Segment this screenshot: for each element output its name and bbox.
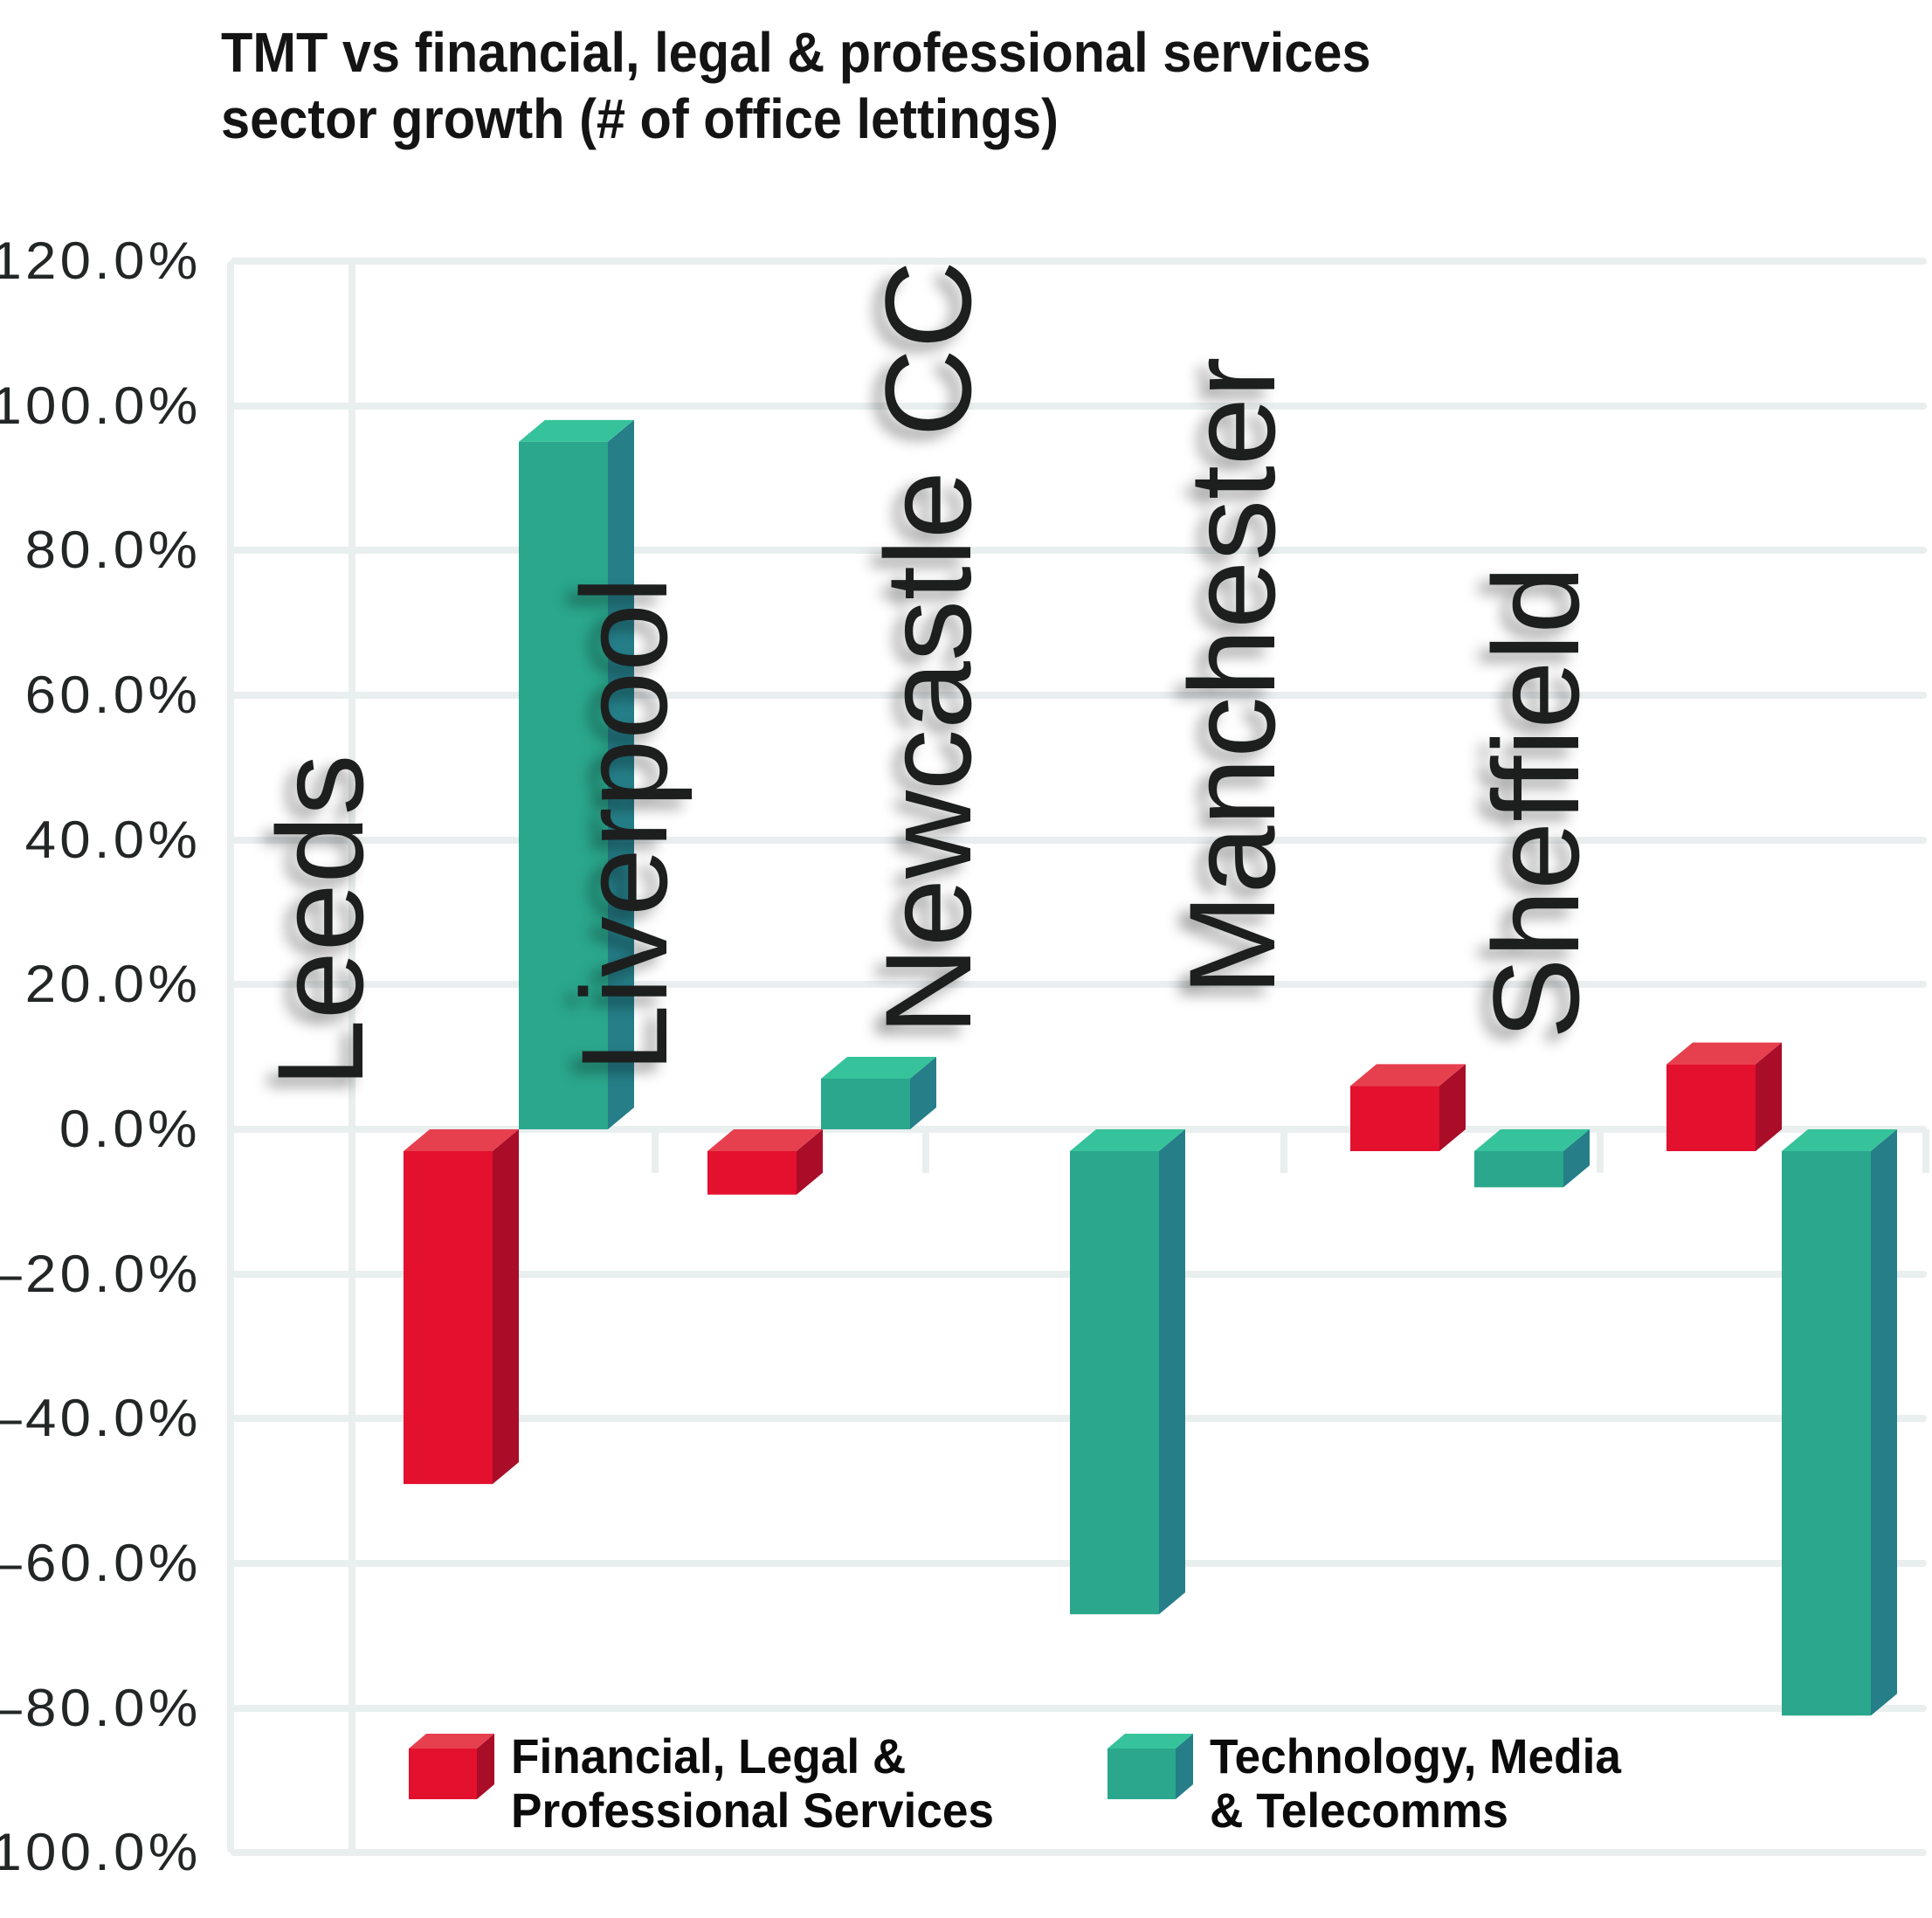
legend-label-line1: Technology, Media	[1210, 1728, 1621, 1783]
bar-flp-sheffield-side	[1756, 1042, 1782, 1151]
gridline-horizontal	[231, 258, 1927, 265]
bar-flp-leeds-top	[404, 1129, 519, 1151]
legend-swatch-face	[409, 1749, 477, 1799]
axis-tick	[922, 1129, 929, 1173]
bar-tmt-sheffield-side	[1871, 1129, 1897, 1716]
gridline-horizontal	[231, 1705, 1927, 1712]
legend-swatch-flp-icon	[409, 1734, 494, 1799]
bar-tmt-newcastle-cc-front	[1070, 1151, 1159, 1615]
gridline-horizontal	[231, 403, 1927, 410]
gridline-horizontal	[231, 1126, 1927, 1133]
gridline-horizontal	[231, 1849, 1927, 1856]
legend-label-line1: Financial, Legal &	[511, 1728, 907, 1783]
chart-title-line1: TMT vs financial, legal & professional s…	[221, 21, 1371, 84]
axis-tick	[1597, 1129, 1604, 1173]
axis-tick	[1280, 1129, 1287, 1173]
bar-flp-liverpool-front	[707, 1151, 797, 1195]
y-tick-label: 100.0%	[0, 376, 201, 435]
bar-flp-manchester-top	[1350, 1064, 1466, 1087]
axis-tick	[1922, 1129, 1929, 1173]
bar-tmt-leeds-top	[519, 419, 634, 442]
gridline-horizontal	[231, 692, 1927, 699]
bar-flp-liverpool-top	[707, 1129, 823, 1151]
bar-tmt-leeds-side	[608, 419, 634, 1129]
category-label-sheffield: Sheffield	[1467, 565, 1604, 1039]
legend-label-line2: Professional Services	[511, 1783, 994, 1838]
legend-label-line2: & Telecomms	[1210, 1783, 1508, 1838]
legend-swatch-face	[477, 1734, 494, 1799]
bar-tmt-manchester-side	[1563, 1129, 1590, 1188]
legend-swatch-face	[1107, 1734, 1193, 1749]
category-label-liverpool: Liverpool	[555, 576, 693, 1073]
bar-tmt-newcastle-cc-side	[1159, 1129, 1185, 1615]
bar-tmt-manchester-front	[1474, 1151, 1563, 1188]
y-tick-label: 40.0%	[24, 811, 201, 869]
chart-title-line2: sector growth (# of office lettings)	[221, 87, 1059, 150]
gridline-horizontal	[231, 837, 1927, 844]
y-tick-label: –60.0%	[0, 1534, 201, 1592]
legend-swatch-face	[409, 1734, 494, 1749]
y-tick-label: –20.0%	[0, 1245, 201, 1303]
legend-swatch-face	[1176, 1734, 1193, 1799]
legend-label-flp: Financial, Legal & Professional Services	[511, 1729, 994, 1838]
y-tick-label: 80.0%	[24, 521, 201, 579]
legend-swatch-face	[1107, 1749, 1176, 1799]
bar-tmt-liverpool-front	[821, 1079, 910, 1129]
category-label-newcastle-cc: Newcastle CC	[859, 260, 997, 1035]
legend-swatch-tmt-icon	[1107, 1734, 1193, 1799]
bar-tmt-liverpool-top	[821, 1057, 936, 1080]
category-label-leeds: Leeds	[252, 754, 389, 1087]
gridline-vertical	[348, 261, 355, 1852]
legend-label-tmt: Technology, Media & Telecomms	[1210, 1729, 1621, 1838]
bar-flp-manchester-side	[1439, 1064, 1466, 1151]
y-tick-label: 60.0%	[24, 666, 201, 724]
bar-tmt-sheffield-top	[1782, 1129, 1897, 1151]
category-label-manchester: Manchester	[1163, 356, 1301, 996]
gridline-horizontal	[231, 981, 1927, 988]
bar-flp-liverpool-side	[797, 1129, 823, 1195]
y-tick-label: –80.0%	[0, 1679, 201, 1737]
bar-flp-sheffield-front	[1666, 1064, 1756, 1151]
y-tick-label: –40.0%	[0, 1389, 201, 1447]
bar-tmt-leeds-front	[519, 441, 608, 1129]
bar-flp-manchester-front	[1350, 1086, 1439, 1151]
y-tick-label: 100.0%	[0, 1823, 201, 1881]
bar-tmt-newcastle-cc-top	[1070, 1129, 1185, 1151]
bar-flp-sheffield-top	[1666, 1042, 1782, 1065]
y-tick-label: 20.0%	[24, 955, 201, 1013]
bar-tmt-sheffield-front	[1782, 1151, 1871, 1716]
gridline-vertical	[227, 261, 234, 1852]
bar-tmt-manchester-top	[1474, 1129, 1590, 1151]
bar-tmt-liverpool-side	[910, 1057, 936, 1129]
bar-flp-leeds-front	[404, 1151, 493, 1485]
chart-title: TMT vs financial, legal & professional s…	[221, 19, 1371, 152]
y-tick-label: 120.0%	[0, 231, 201, 290]
bar-flp-leeds-side	[493, 1129, 519, 1485]
y-tick-label: 0.0%	[59, 1100, 201, 1158]
gridline-horizontal	[231, 547, 1927, 554]
axis-tick	[652, 1129, 659, 1173]
